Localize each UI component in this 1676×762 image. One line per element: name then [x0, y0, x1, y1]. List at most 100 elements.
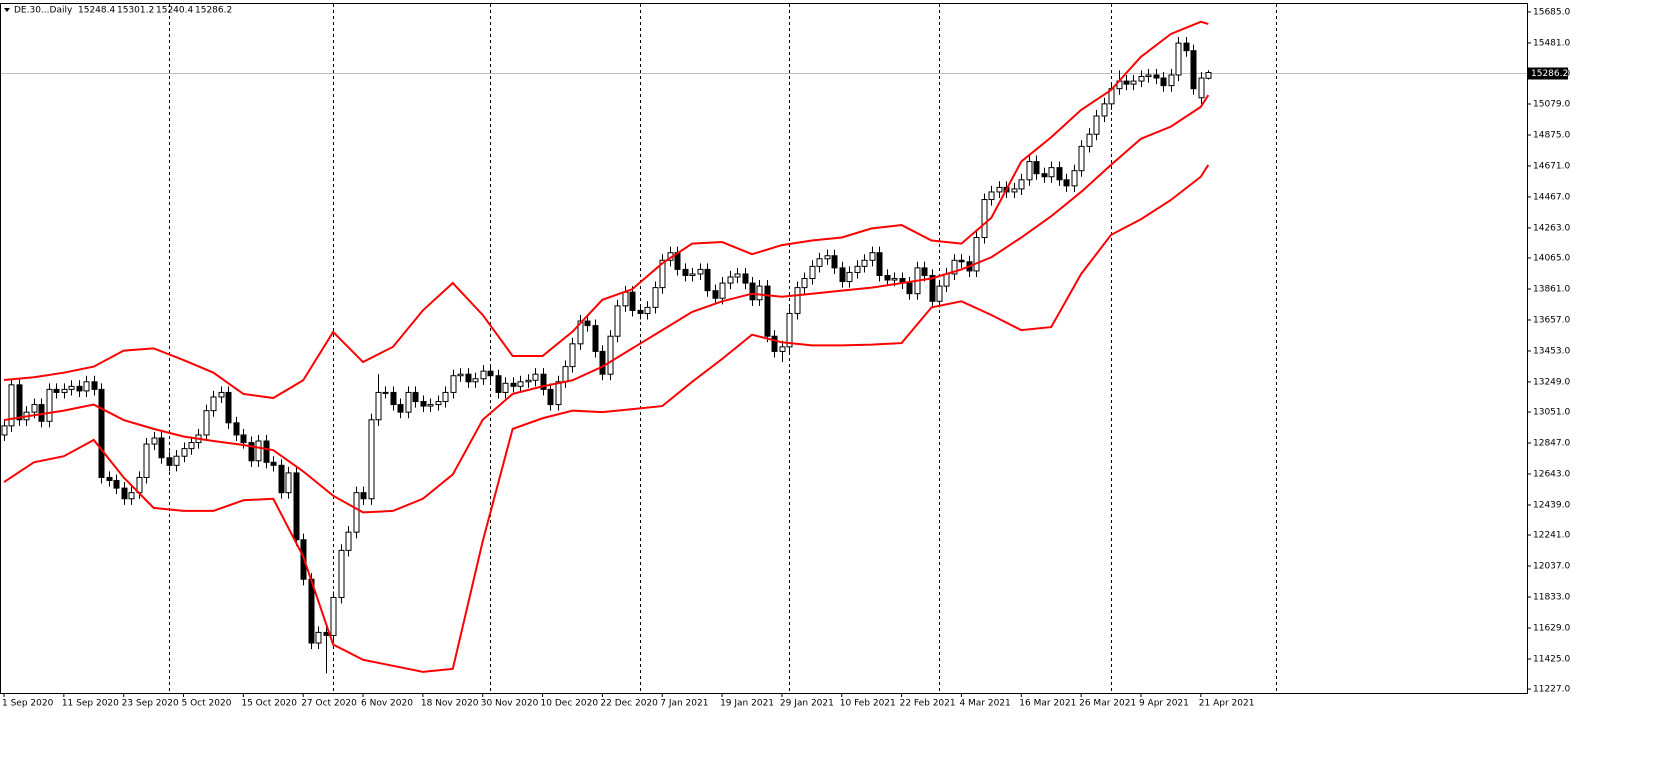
candle-body [981, 199, 988, 239]
candle-body [1138, 76, 1145, 82]
candle-body [562, 366, 569, 383]
candle-body [1026, 161, 1033, 181]
x-tick-label: 16 Mar 2021 [1019, 699, 1076, 709]
candle-body [1086, 133, 1093, 147]
candle-body [712, 290, 719, 299]
candle-body [921, 267, 928, 276]
candle-body [816, 258, 823, 267]
candle-body [1018, 179, 1025, 190]
candle-body [68, 385, 75, 390]
y-tick-label: 13051.0 [1533, 408, 1570, 418]
x-tick-label: 11 Sep 2020 [62, 699, 119, 709]
bollinger-band [3, 164, 1210, 673]
x-tick-label: 18 Nov 2020 [421, 699, 479, 709]
candle-body [771, 335, 778, 352]
candle-body [1011, 188, 1018, 193]
candle-body [1168, 74, 1175, 87]
candle-body [809, 265, 816, 280]
candle-body [532, 373, 539, 381]
candle-body [210, 396, 217, 412]
candle-body [375, 391, 382, 421]
plot-border [0, 3, 1528, 694]
candle-body [794, 287, 801, 314]
candle-body [188, 442, 195, 450]
candle-body [652, 287, 659, 308]
y-tick-label: 15685.0 [1533, 7, 1570, 17]
candle-body [330, 596, 337, 636]
x-tick-label: 4 Mar 2021 [959, 699, 1010, 709]
candle-body [158, 437, 165, 459]
candle-body [270, 461, 277, 466]
x-tick-label: 26 Mar 2021 [1079, 699, 1136, 709]
x-tick-label: 22 Dec 2020 [600, 699, 658, 709]
candle-body [338, 549, 345, 598]
candle-body [405, 391, 412, 413]
candle-body [8, 384, 15, 427]
y-tick-label: 14671.0 [1533, 161, 1570, 171]
x-tick-label: 21 Apr 2021 [1199, 699, 1255, 709]
candle-body [599, 350, 606, 375]
candle-body [906, 282, 913, 295]
candle-body [278, 464, 285, 494]
candle-body [285, 472, 292, 494]
menu-triangle[interactable] [4, 8, 10, 12]
candle-body [1041, 173, 1048, 178]
x-tick-label: 19 Jan 2021 [720, 699, 774, 709]
candle-body [1056, 167, 1063, 181]
candle-body [756, 285, 763, 301]
y-tick-label: 13453.0 [1533, 346, 1570, 356]
candle-body [555, 381, 562, 406]
y-tick-label: 14875.0 [1533, 130, 1570, 140]
candle-body [315, 631, 322, 644]
candle-body [83, 381, 90, 392]
candle-body [106, 476, 113, 482]
candle-body [622, 291, 629, 307]
candle-body [397, 404, 404, 413]
candle-body [248, 442, 255, 462]
candle-body [457, 373, 464, 377]
candle-body [151, 437, 158, 445]
candle-body [943, 273, 950, 287]
candle-body [1183, 42, 1190, 52]
candle-body [510, 382, 517, 387]
candle-body [1063, 179, 1070, 187]
x-tick-label: 22 Feb 2021 [900, 699, 956, 709]
candle-body [233, 422, 240, 436]
candle-body [1093, 115, 1100, 135]
y-tick-label: 11629.0 [1533, 623, 1570, 633]
candle-body [218, 391, 225, 398]
header-low: 15240.4 [156, 6, 193, 16]
candle-body [255, 440, 262, 462]
candle-body [749, 282, 756, 301]
x-tick-label: 23 Sep 2020 [122, 699, 179, 709]
candle-body [91, 381, 98, 390]
candle-body [951, 259, 958, 275]
candle-body [450, 375, 457, 393]
candle-body [173, 455, 180, 466]
bollinger-band [3, 94, 1210, 514]
candle-body [472, 378, 479, 383]
y-tick-label: 15079.0 [1533, 100, 1570, 110]
candle-body [1175, 42, 1182, 76]
y-tick-label: 11227.0 [1533, 685, 1570, 695]
y-tick-label: 13657.0 [1533, 315, 1570, 325]
candle-body [824, 255, 831, 260]
candle-body [540, 373, 547, 390]
candle-body [263, 440, 270, 463]
candle-body [614, 305, 621, 337]
candle-body [846, 271, 853, 283]
candle-body [293, 472, 300, 541]
candle-body [831, 255, 838, 269]
candle-body [368, 419, 375, 500]
y-tick-label: 11425.0 [1533, 654, 1570, 664]
candle-body [442, 391, 449, 403]
candle-body [876, 252, 883, 276]
candle-body [382, 391, 389, 394]
candle-body [734, 273, 741, 278]
current-price-label: 15286.2 [1531, 69, 1568, 79]
candle-body [764, 285, 771, 337]
candle-body [1190, 50, 1197, 90]
x-tick-label: 5 Oct 2020 [182, 699, 232, 709]
candle-body [412, 391, 419, 403]
candle-body [592, 325, 599, 352]
